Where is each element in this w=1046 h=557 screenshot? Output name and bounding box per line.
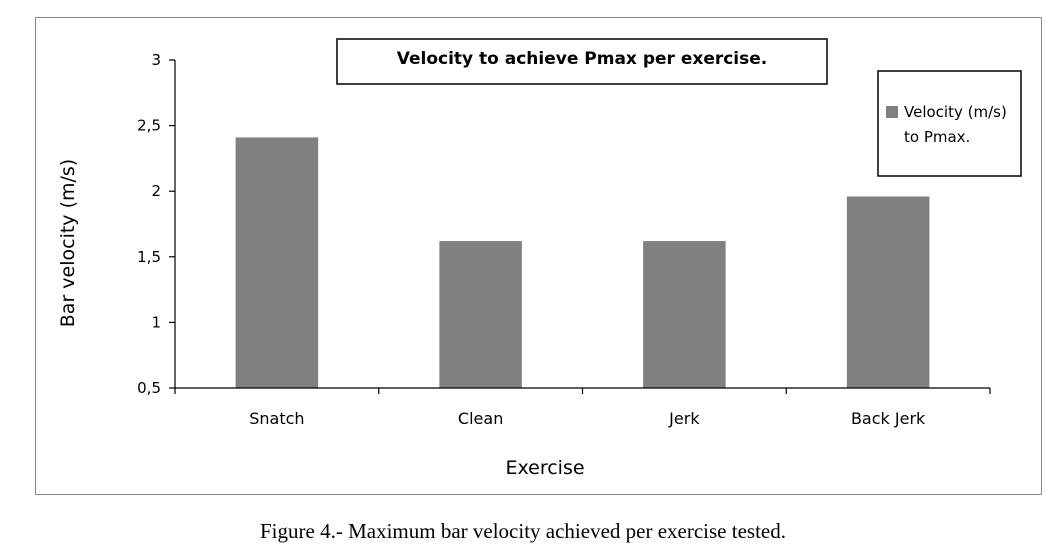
legend-swatch bbox=[886, 106, 898, 118]
legend-label-line1: Velocity (m/s) bbox=[904, 103, 1007, 121]
x-category-label: Clean bbox=[458, 409, 503, 428]
figure-caption: Figure 4.- Maximum bar velocity achieved… bbox=[260, 519, 786, 543]
bar-jerk bbox=[643, 241, 726, 388]
y-tick-label: 1,5 bbox=[137, 248, 161, 266]
bar-chart: 0,5 1 1,5 2 2,5 3 Snatch Clean Jerk Back Jerk Vel… bbox=[57, 38, 1022, 479]
x-category-label: Back Jerk bbox=[851, 409, 926, 428]
legend-label-line2: to Pmax. bbox=[904, 128, 970, 146]
x-category-label: Snatch bbox=[249, 409, 304, 428]
x-axis-title: Exercise bbox=[505, 457, 584, 479]
bar-snatch bbox=[235, 137, 319, 388]
y-tick-label: 1 bbox=[151, 313, 161, 331]
chart-title-box bbox=[336, 38, 828, 85]
legend-box bbox=[877, 70, 1022, 177]
bar-clean bbox=[439, 241, 522, 388]
chart-frame bbox=[35, 17, 1042, 495]
y-tick-label: 2,5 bbox=[137, 117, 161, 135]
x-category-label: Jerk bbox=[668, 409, 700, 428]
chart-title: Velocity to achieve Pmax per exercise. bbox=[397, 49, 768, 69]
y-tick-label: 2 bbox=[151, 182, 161, 200]
bar-back-jerk bbox=[846, 196, 930, 388]
y-axis-title: Bar velocity (m/s) bbox=[57, 159, 79, 327]
y-tick-label: 0,5 bbox=[137, 379, 161, 397]
y-tick-label: 3 bbox=[151, 51, 161, 69]
